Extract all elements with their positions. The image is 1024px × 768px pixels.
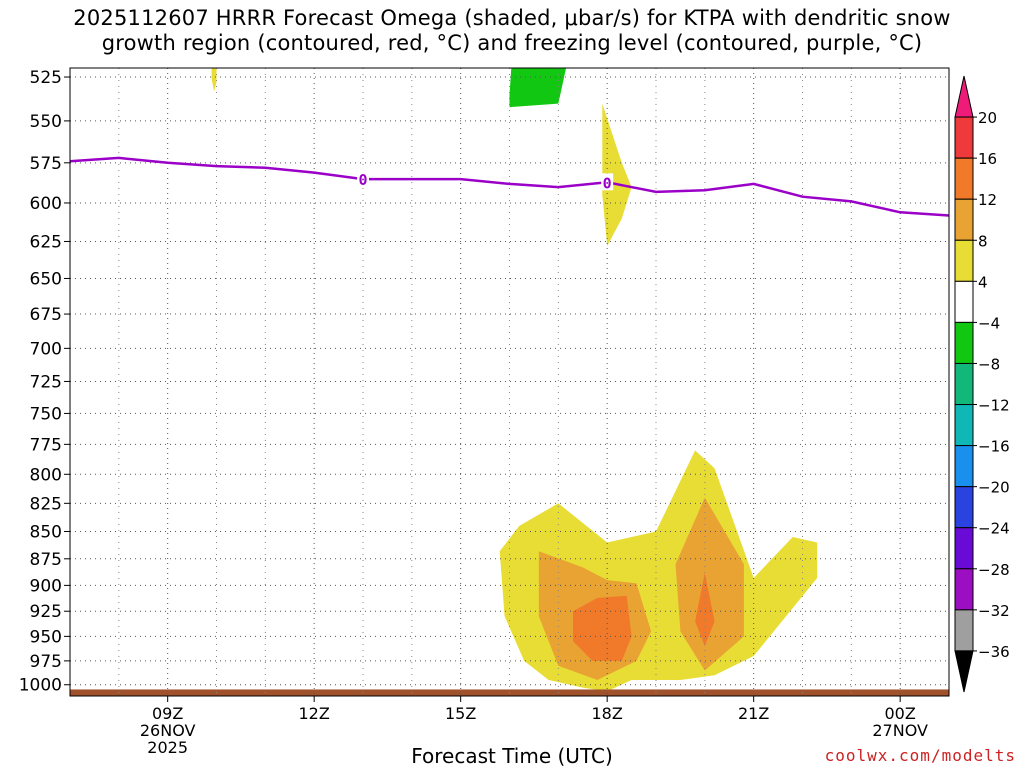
x-tick-year-9: 2025 bbox=[147, 738, 188, 757]
shaded-region-5 bbox=[602, 103, 632, 246]
y-tick-label-725: 725 bbox=[30, 372, 62, 392]
y-tick-label-825: 825 bbox=[30, 494, 62, 514]
site-credit: coolwx.com/modelts bbox=[824, 746, 1016, 765]
colorbar-label-5: −4 bbox=[978, 314, 1000, 332]
y-tick-label-900: 900 bbox=[30, 576, 62, 596]
colorbar-label-9: −20 bbox=[978, 479, 1010, 497]
colorbar-segment-1 bbox=[954, 116, 974, 159]
colorbar: 20 16 12 8 4 −4 −8 −12 −16 −20 −24 −28 −32 −36 bbox=[954, 75, 1010, 693]
y-tick-label-750: 750 bbox=[30, 404, 62, 424]
shaded-region-6 bbox=[211, 68, 217, 92]
colorbar-segment-3 bbox=[954, 198, 974, 241]
x-axis-label: Forecast Time (UTC) bbox=[411, 744, 613, 768]
x-tick-label-18: 18Z bbox=[592, 704, 623, 723]
colorbar-segment-4 bbox=[954, 239, 974, 282]
y-tick-label-850: 850 bbox=[30, 522, 62, 542]
colorbar-segment-13 bbox=[954, 609, 974, 652]
colorbar-segment-14 bbox=[954, 650, 974, 693]
shaded-regions bbox=[211, 68, 818, 692]
chart-title-line-1: 2025112607 HRRR Forecast Omega (shaded, … bbox=[73, 6, 951, 30]
x-tick-label-21: 21Z bbox=[738, 704, 769, 723]
colorbar-label-12: −32 bbox=[978, 602, 1010, 620]
plot-border bbox=[69, 67, 950, 697]
shaded-region-7 bbox=[509, 68, 567, 108]
y-tick-label-800: 800 bbox=[30, 465, 62, 485]
y-tick-label-650: 650 bbox=[30, 269, 62, 289]
colorbar-label-3: 8 bbox=[978, 232, 988, 250]
y-tick-label-625: 625 bbox=[30, 232, 62, 252]
colorbar-label-13: −36 bbox=[978, 643, 1010, 661]
colorbar-segment-0 bbox=[954, 75, 974, 118]
y-tick-label-775: 775 bbox=[30, 435, 62, 455]
colorbar-label-6: −8 bbox=[978, 355, 1000, 373]
y-axis: 525 550 575 600 625 650 675 700 725 750 775 800 825 8… bbox=[19, 68, 70, 696]
x-tick-label-24: 00Z bbox=[885, 704, 916, 723]
colorbar-label-0: 20 bbox=[978, 109, 997, 127]
y-tick-label-600: 600 bbox=[30, 194, 62, 214]
plot-frame bbox=[69, 67, 950, 697]
colorbar-label-4: 4 bbox=[978, 273, 988, 291]
y-tick-label-675: 675 bbox=[30, 305, 62, 325]
colorbar-label-8: −16 bbox=[978, 438, 1010, 456]
shaded-region-2 bbox=[675, 497, 744, 671]
colorbar-label-7: −12 bbox=[978, 397, 1010, 415]
colorbar-segment-7 bbox=[954, 362, 974, 406]
x-tick-label-12: 12Z bbox=[299, 704, 330, 723]
colorbar-label-2: 12 bbox=[978, 191, 997, 209]
freezing-level-label-1: 0 bbox=[603, 174, 612, 192]
colorbar-label-10: −24 bbox=[978, 520, 1010, 538]
x-tick-date-9: 26NOV bbox=[140, 721, 196, 740]
y-tick-label-875: 875 bbox=[30, 550, 62, 570]
x-tick-label-9: 09Z bbox=[152, 704, 183, 723]
colorbar-segment-11 bbox=[954, 527, 974, 570]
freezing-level-line bbox=[70, 156, 949, 217]
colorbar-label-11: −28 bbox=[978, 561, 1010, 579]
freezing-label-bg-0 bbox=[357, 170, 369, 188]
shaded-region-4 bbox=[695, 572, 715, 647]
colorbar-segment-8 bbox=[954, 404, 974, 447]
y-tick-label-525: 525 bbox=[30, 68, 62, 88]
y-tick-label-1000: 1000 bbox=[19, 676, 62, 696]
x-tick-date-24: 27NOV bbox=[872, 721, 928, 740]
y-tick-label-975: 975 bbox=[30, 652, 62, 672]
y-tick-label-925: 925 bbox=[30, 602, 62, 622]
y-tick-label-575: 575 bbox=[30, 154, 62, 174]
y-tick-label-950: 950 bbox=[30, 627, 62, 647]
shaded-region-3 bbox=[573, 595, 632, 661]
freezing-level-label-0: 0 bbox=[358, 171, 367, 189]
y-tick-label-550: 550 bbox=[30, 112, 62, 132]
y-tick-label-700: 700 bbox=[30, 339, 62, 359]
colorbar-segment-12 bbox=[954, 568, 974, 611]
colorbar-segment-6 bbox=[954, 321, 974, 364]
chart-title: 2025112607 HRRR Forecast Omega (shaded, … bbox=[0, 6, 1024, 56]
chart-title-line-2: growth region (contoured, red, °C) and f… bbox=[101, 31, 923, 55]
x-tick-label-15: 15Z bbox=[445, 704, 476, 723]
colorbar-label-1: 16 bbox=[978, 150, 997, 168]
colorbar-segment-5 bbox=[954, 280, 974, 323]
colorbar-segment-10 bbox=[954, 486, 974, 529]
freezing-label-bg-1 bbox=[601, 173, 614, 191]
colorbar-segment-9 bbox=[954, 445, 974, 488]
colorbar-segment-2 bbox=[954, 157, 974, 200]
